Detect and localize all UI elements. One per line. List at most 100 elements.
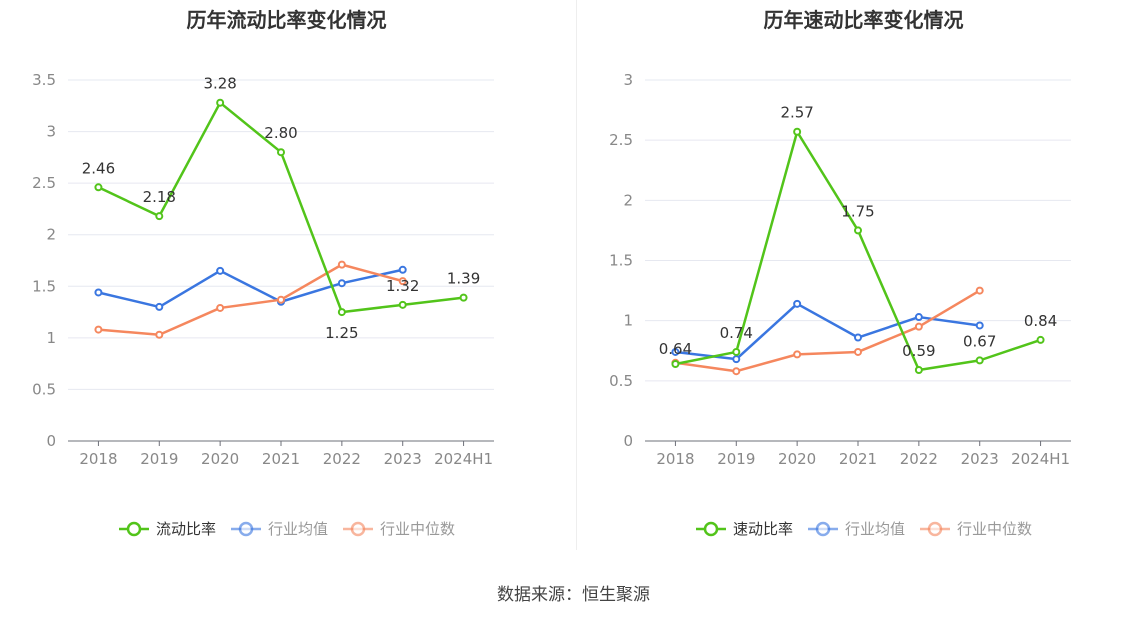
chart-legend: 速动比率 行业均值 行业中位数 <box>577 518 1147 539</box>
y-tick-label: 1 <box>623 312 633 330</box>
legend-item[interactable]: 行业中位数 <box>342 518 455 539</box>
data-point <box>155 212 164 221</box>
data-source: 数据来源：恒生聚源 <box>497 585 650 605</box>
x-tick-label: 2021 <box>262 450 300 468</box>
data-point <box>732 367 741 376</box>
y-tick-label: 0 <box>623 432 633 450</box>
data-point <box>398 277 407 286</box>
legend-marker-icon <box>695 521 726 536</box>
data-point <box>155 330 164 339</box>
x-tick-label: 2022 <box>900 450 938 468</box>
y-tick-label: 1.5 <box>32 277 56 295</box>
data-label: 2.57 <box>780 104 813 122</box>
current-ratio-plot: 0 0.5 1 1.5 2 2.5 3 3.5 2018 2019 2020 2021 2022 2023… <box>32 71 494 468</box>
series-line <box>98 263 404 337</box>
panel-divider <box>576 0 577 550</box>
y-tick-label: 0.5 <box>609 372 633 390</box>
data-label: 1.75 <box>841 202 874 220</box>
data-label: 3.28 <box>203 75 236 93</box>
data-point <box>277 148 285 157</box>
data-point <box>337 279 346 288</box>
data-point <box>732 347 741 356</box>
data-point <box>854 333 862 342</box>
series-line <box>98 268 403 309</box>
y-tick-label: 2 <box>46 226 56 244</box>
current-ratio-chart-panel: 历年流动比率变化情况 0 0.5 1 1.5 2 2.5 3 3.5 2018 2019 2020 2… <box>0 0 573 560</box>
data-point <box>914 322 923 331</box>
data-point <box>793 350 802 359</box>
data-point <box>854 226 862 235</box>
data-label: 0.67 <box>963 332 996 350</box>
legend-item[interactable]: 流动比率 <box>118 518 216 539</box>
legend-label: 行业中位数 <box>957 520 1033 538</box>
legend-marker-icon <box>807 521 838 536</box>
legend-label: 行业中位数 <box>380 520 456 538</box>
data-label: 1.32 <box>386 277 419 295</box>
data-label: 2.80 <box>264 124 297 142</box>
x-tick-label: 2024H1 <box>1011 450 1070 468</box>
data-point <box>671 347 680 356</box>
data-point <box>793 299 802 308</box>
data-point <box>975 321 984 330</box>
y-tick-label: 3 <box>623 71 633 89</box>
chart-title: 历年流动比率变化情况 <box>186 8 387 32</box>
data-point <box>155 302 164 311</box>
data-point <box>337 260 346 269</box>
data-point <box>975 356 984 365</box>
data-point <box>1036 335 1045 344</box>
data-point <box>914 366 923 375</box>
quick-ratio-plot: 0 0.5 1 1.5 2 2.5 3 2018 2019 2020 2021 2022 2023 202… <box>609 71 1071 468</box>
series-line <box>675 289 981 373</box>
data-point <box>975 286 984 295</box>
chart-title: 历年速动比率变化情况 <box>763 8 964 32</box>
legend-marker-icon <box>118 521 149 536</box>
data-point <box>854 347 862 356</box>
y-tick-label: 3.5 <box>32 71 56 89</box>
x-tick-label: 2019 <box>717 450 755 468</box>
data-point <box>216 98 225 107</box>
data-label: 1.39 <box>447 270 480 288</box>
data-point <box>793 127 802 136</box>
data-label: 0.74 <box>720 324 753 342</box>
data-label: 1.25 <box>325 324 358 342</box>
legend-label: 行业均值 <box>267 520 328 538</box>
data-point <box>398 300 407 309</box>
x-tick-label: 2018 <box>79 450 117 468</box>
legend-label: 行业均值 <box>844 520 905 538</box>
x-tick-label: 2021 <box>839 450 877 468</box>
y-tick-label: 1 <box>46 329 56 347</box>
data-point <box>277 295 285 304</box>
y-tick-label: 2.5 <box>609 131 633 149</box>
legend-item[interactable]: 行业中位数 <box>919 518 1032 539</box>
y-tick-label: 0.5 <box>32 380 56 398</box>
data-point <box>671 359 680 368</box>
legend-item[interactable]: 速动比率 <box>695 518 793 539</box>
legend-label: 流动比率 <box>155 520 216 538</box>
y-tick-label: 2 <box>623 191 633 209</box>
data-label: 0.64 <box>659 340 692 358</box>
y-tick-label: 3 <box>46 123 56 141</box>
legend-marker-icon <box>230 521 261 536</box>
legend-item[interactable]: 行业均值 <box>230 518 328 539</box>
legend-item[interactable]: 行业均值 <box>807 518 905 539</box>
legend-marker-icon <box>343 521 373 536</box>
data-label: 0.84 <box>1024 312 1057 330</box>
y-tick-label: 2.5 <box>32 174 56 192</box>
data-point <box>94 288 103 297</box>
data-label: 2.18 <box>143 188 176 206</box>
data-label: 2.46 <box>82 159 115 177</box>
x-tick-label: 2023 <box>384 450 422 468</box>
data-point <box>216 303 225 312</box>
x-tick-label: 2022 <box>323 450 361 468</box>
series-line <box>675 302 980 361</box>
legend-label: 速动比率 <box>732 520 793 538</box>
x-tick-label: 2020 <box>201 450 239 468</box>
chart-legend: 流动比率 行业均值 行业中位数 <box>0 518 573 539</box>
quick-ratio-chart-panel: 历年速动比率变化情况 0 0.5 1 1.5 2 2.5 3 2018 2019 2020 2021… <box>577 0 1147 560</box>
y-tick-label: 1.5 <box>609 252 633 270</box>
data-point <box>337 308 346 317</box>
data-point <box>398 265 407 274</box>
x-tick-label: 2023 <box>961 450 999 468</box>
data-point <box>459 293 468 302</box>
